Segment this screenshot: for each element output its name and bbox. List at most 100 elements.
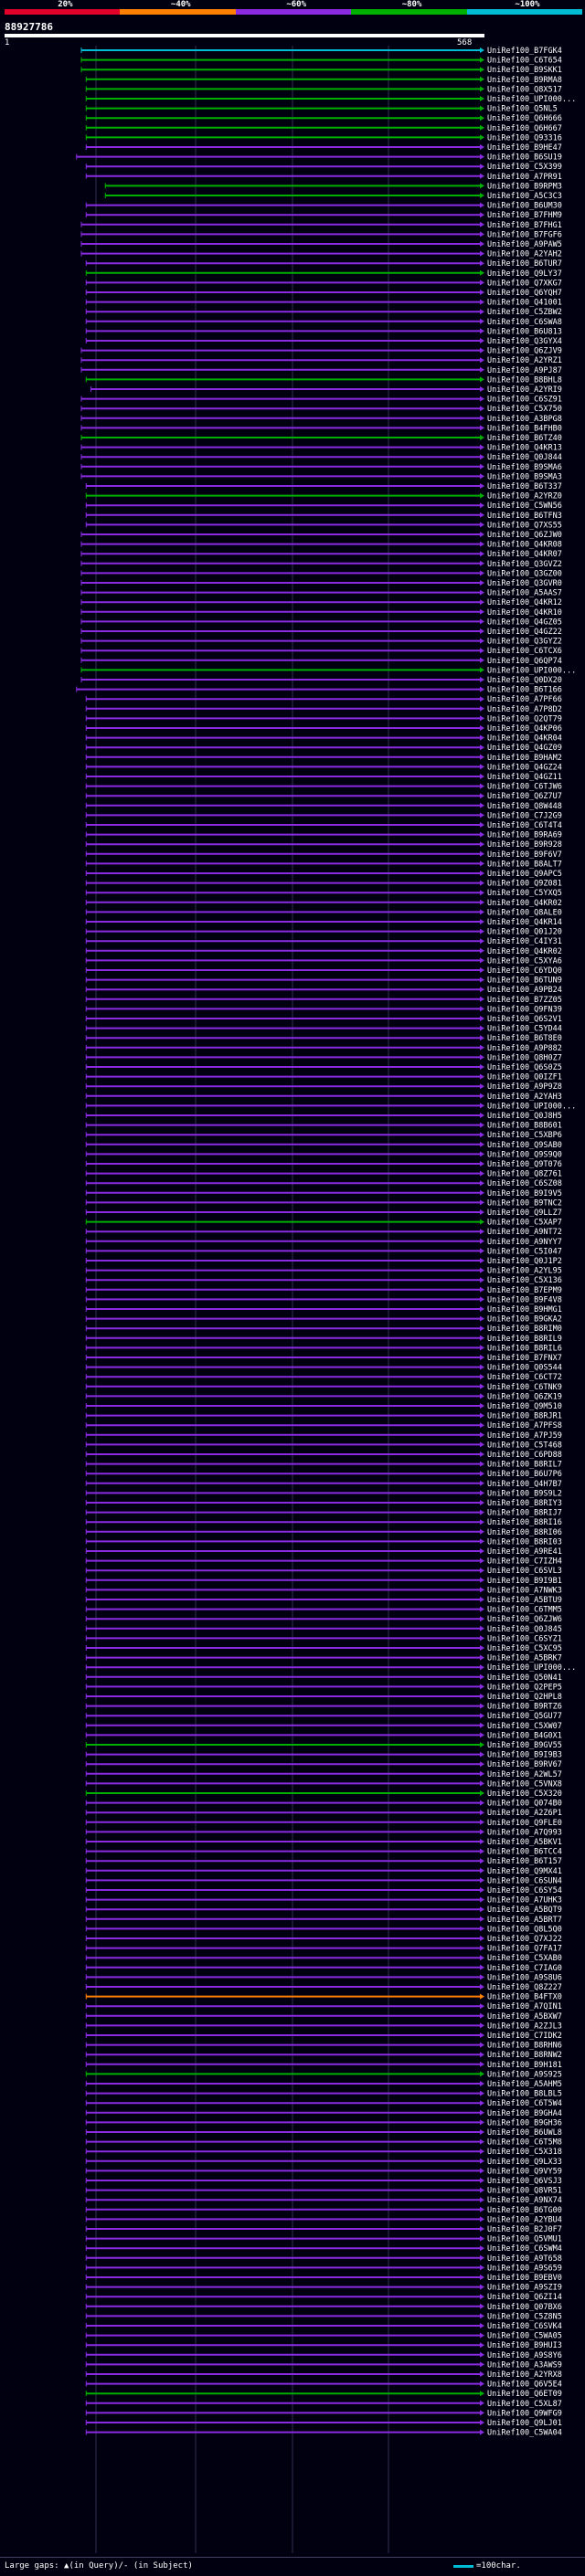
hit-label[interactable]: UniRef100_C5YD44 [487,1025,562,1034]
hit-label[interactable]: UniRef100_B8RI06 [487,1528,562,1537]
hit-label[interactable]: UniRef100_Q6Z7U7 [487,792,562,801]
hit-label[interactable]: UniRef100_B8B601 [487,1122,562,1131]
hit-label[interactable]: UniRef100_B7EPM9 [487,1286,562,1295]
hit-label[interactable]: UniRef100_A2YBU4 [487,2215,562,2224]
hit-label[interactable]: UniRef100_A9T658 [487,2254,562,2264]
hit-label[interactable]: UniRef100_B8RIM0 [487,1325,562,1334]
hit-label[interactable]: UniRef100_UPI000... [487,1663,576,1673]
hit-label[interactable]: UniRef100_Q01J20 [487,928,562,937]
hit-label[interactable]: UniRef100_B9SMA3 [487,472,562,481]
hit-label[interactable]: UniRef100_Q3GYZ2 [487,638,562,647]
hit-label[interactable]: UniRef100_C5WA04 [487,2429,562,2438]
hit-label[interactable]: UniRef100_B9S9L2 [487,1489,562,1498]
hit-label[interactable]: UniRef100_Q8X517 [487,85,562,94]
hit-label[interactable]: UniRef100_B9GHA4 [487,2109,562,2118]
hit-label[interactable]: UniRef100_Q5VMU1 [487,2235,562,2244]
hit-label[interactable]: UniRef100_A7QIN1 [487,2002,562,2011]
hit-label[interactable]: UniRef100_B6TCC4 [487,1848,562,1857]
hit-label[interactable]: UniRef100_C5YXQ5 [487,889,562,898]
hit-label[interactable]: UniRef100_B8RIJ7 [487,1509,562,1518]
hit-label[interactable]: UniRef100_UPI000... [487,666,576,675]
hit-label[interactable]: UniRef100_B7FGK4 [487,47,562,56]
hit-label[interactable]: UniRef100_Q6YQH7 [487,289,562,298]
hit-label[interactable]: UniRef100_B9I9B1 [487,1577,562,1586]
hit-label[interactable]: UniRef100_Q7FA17 [487,1945,562,1954]
hit-label[interactable]: UniRef100_A9PJ87 [487,366,562,375]
hit-label[interactable]: UniRef100_C5XL87 [487,2400,562,2409]
hit-label[interactable]: UniRef100_Q2QT79 [487,714,562,723]
hit-label[interactable]: UniRef100_Q3GVZ2 [487,560,562,569]
hit-label[interactable]: UniRef100_Q4GZ22 [487,628,562,637]
hit-label[interactable]: UniRef100_Q8Z227 [487,1983,562,1992]
hit-label[interactable]: UniRef100_Q0J844 [487,453,562,462]
hit-label[interactable]: UniRef100_A7Q993 [487,1828,562,1837]
hit-label[interactable]: UniRef100_B9H181 [487,2061,562,2070]
hit-label[interactable]: UniRef100_B6TFN3 [487,512,562,521]
hit-label[interactable]: UniRef100_B9F6V7 [487,850,562,860]
hit-label[interactable]: UniRef100_C6TMM5 [487,1606,562,1615]
hit-label[interactable]: UniRef100_A5AAS7 [487,589,562,598]
hit-label[interactable]: UniRef100_A9NYY7 [487,1238,562,1247]
hit-label[interactable]: UniRef100_Q9M510 [487,1402,562,1411]
hit-label[interactable]: UniRef100_Q9Z081 [487,880,562,889]
hit-label[interactable]: UniRef100_A9S8Y6 [487,2351,562,2360]
hit-label[interactable]: UniRef100_Q9LX33 [487,2158,562,2167]
hit-label[interactable]: UniRef100_A2Z6P1 [487,1809,562,1818]
hit-label[interactable]: UniRef100_C5XYA6 [487,956,562,966]
hit-label[interactable]: UniRef100_A3BPG8 [487,415,562,424]
hit-label[interactable]: UniRef100_C6SY54 [487,1886,562,1895]
hit-label[interactable]: UniRef100_A5BQT9 [487,1906,562,1915]
hit-label[interactable]: UniRef100_B7FNX7 [487,1354,562,1363]
hit-label[interactable]: UniRef100_B8RI03 [487,1537,562,1547]
hit-label[interactable]: UniRef100_B9TNC2 [487,1198,562,1208]
hit-label[interactable]: UniRef100_Q7XJ22 [487,1935,562,1944]
hit-label[interactable]: UniRef100_B6TZ40 [487,434,562,443]
hit-label[interactable]: UniRef100_Q4KR02 [487,947,562,956]
hit-label[interactable]: UniRef100_B9RTZ6 [487,1703,562,1712]
hit-label[interactable]: UniRef100_C6YDQ0 [487,966,562,976]
hit-label[interactable]: UniRef100_Q6ZI14 [487,2293,562,2302]
hit-label[interactable]: UniRef100_A5C3C3 [487,192,562,201]
hit-label[interactable]: UniRef100_B6U7P6 [487,1470,562,1479]
hit-label[interactable]: UniRef100_B9F4V8 [487,1295,562,1304]
hit-label[interactable]: UniRef100_Q4KP06 [487,724,562,734]
hit-label[interactable]: UniRef100_Q41001 [487,299,562,308]
hit-label[interactable]: UniRef100_B8RNW2 [487,2051,562,2060]
hit-label[interactable]: UniRef100_C7IDK2 [487,2032,562,2041]
hit-label[interactable]: UniRef100_A5BRK7 [487,1654,562,1663]
hit-label[interactable]: UniRef100_A9NT72 [487,1228,562,1237]
hit-label[interactable]: UniRef100_A2YAH3 [487,1093,562,1102]
hit-label[interactable]: UniRef100_Q9WFG9 [487,2409,562,2418]
hit-label[interactable]: UniRef100_Q8ALE0 [487,908,562,917]
hit-label[interactable]: UniRef100_B6T157 [487,1857,562,1866]
hit-label[interactable]: UniRef100_B9SMA6 [487,463,562,472]
hit-label[interactable]: UniRef100_Q4H7B7 [487,1480,562,1489]
hit-label[interactable]: UniRef100_Q6QP74 [487,657,562,666]
hit-label[interactable]: UniRef100_Q8Z761 [487,1170,562,1179]
hit-label[interactable]: UniRef100_B9HUI3 [487,2341,562,2350]
hit-label[interactable]: UniRef100_B6TUR7 [487,259,562,269]
hit-label[interactable]: UniRef100_Q6ZK19 [487,1392,562,1401]
hit-label[interactable]: UniRef100_C6TJW6 [487,783,562,792]
hit-label[interactable]: UniRef100_C5XAP7 [487,1219,562,1228]
hit-label[interactable]: UniRef100_C6PD88 [487,1451,562,1460]
hit-label[interactable]: UniRef100_C5XW07 [487,1722,562,1731]
hit-label[interactable]: UniRef100_A5BXW7 [487,2012,562,2022]
hit-label[interactable]: UniRef100_Q4KR08 [487,541,562,550]
hit-label[interactable]: UniRef100_Q8L5Q0 [487,1925,562,1934]
hit-label[interactable]: UniRef100_A9SZI9 [487,2284,562,2293]
hit-label[interactable]: UniRef100_B6UM30 [487,202,562,211]
hit-label[interactable]: UniRef100_B9HAM2 [487,754,562,763]
hit-label[interactable]: UniRef100_A7PR91 [487,173,562,182]
hit-label[interactable]: UniRef100_Q4KR10 [487,608,562,618]
hit-label[interactable]: UniRef100_A2YRZ1 [487,356,562,365]
hit-label[interactable]: UniRef100_Q0IZF1 [487,1073,562,1082]
hit-label[interactable]: UniRef100_B7ZZ05 [487,996,562,1005]
hit-label[interactable]: UniRef100_Q2PEP5 [487,1683,562,1692]
hit-label[interactable]: UniRef100_C6TNK9 [487,1383,562,1392]
hit-label[interactable]: UniRef100_B8RIL9 [487,1335,562,1344]
hit-label[interactable]: UniRef100_Q4KR04 [487,734,562,744]
hit-label[interactable]: UniRef100_B9GKA2 [487,1315,562,1325]
hit-label[interactable]: UniRef100_B9GV55 [487,1741,562,1750]
hit-label[interactable]: UniRef100_Q6H667 [487,124,562,133]
